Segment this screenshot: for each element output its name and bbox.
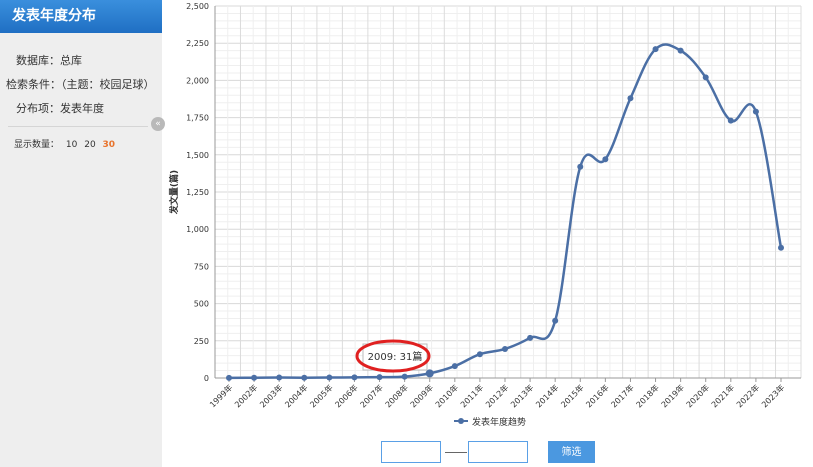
- data-point[interactable]: [502, 345, 508, 352]
- x-tick-label: 2023年: [759, 382, 786, 409]
- x-tick-label: 2014年: [533, 382, 560, 409]
- year-distribution-chart: 0 250 500 750 1,000 1,250 1,500 1,750 2,000 2,250…: [168, 2, 802, 428]
- data-point[interactable]: [351, 374, 358, 381]
- filter-button[interactable]: 筛选: [548, 441, 595, 463]
- y-axis-label: 发文量(篇): [168, 170, 180, 215]
- data-point[interactable]: [702, 74, 709, 81]
- y-tick-label: 1,750: [186, 114, 209, 123]
- from-year-input[interactable]: [381, 441, 441, 463]
- data-point[interactable]: [552, 317, 559, 324]
- x-tick-label: 2009年: [408, 382, 435, 409]
- tooltip-box: [362, 343, 428, 371]
- y-tick-label: 250: [194, 337, 209, 346]
- data-point[interactable]: [401, 373, 408, 380]
- x-axis: 1999年2002年2003年2004年2005年2006年2007年2008年…: [207, 378, 786, 409]
- legend-label: 发表年度趋势: [472, 416, 526, 428]
- sidebar-title: 发表年度分布: [0, 0, 162, 33]
- series-trend: [226, 43, 784, 381]
- x-tick-label: 2002年: [232, 382, 259, 409]
- data-point[interactable]: [226, 374, 232, 381]
- data-point[interactable]: [627, 95, 634, 102]
- display-count: 显示数量： 10 20 30: [14, 137, 115, 150]
- data-point[interactable]: [778, 244, 784, 251]
- x-tick-label: 2008年: [383, 382, 410, 409]
- data-point[interactable]: [677, 47, 684, 54]
- chart-grid: [214, 5, 802, 379]
- series-line: [228, 43, 783, 380]
- sidebar: 发表年度分布 数据库：总库 检索条件：（主题：校园足球） 分布项：发表年度 显示…: [0, 0, 162, 467]
- x-tick-label: 2005年: [308, 382, 335, 409]
- data-point[interactable]: [527, 334, 534, 341]
- data-point[interactable]: [752, 108, 759, 115]
- x-tick-label: 2018年: [634, 382, 661, 409]
- count-option-10[interactable]: 10: [65, 140, 78, 150]
- x-tick-label: 2021年: [709, 382, 736, 409]
- data-point[interactable]: [577, 163, 584, 170]
- data-point[interactable]: [451, 363, 458, 370]
- search-condition-label: 检索条件：（主题：校园足球）: [6, 78, 155, 91]
- x-tick-label: 2015年: [559, 382, 586, 409]
- y-tick-label: 500: [194, 300, 209, 309]
- x-tick-label: 2007年: [358, 382, 385, 409]
- x-tick-label: 1999年: [207, 382, 234, 409]
- data-point[interactable]: [276, 374, 283, 381]
- y-tick-label: 0: [204, 374, 209, 383]
- data-point[interactable]: [727, 117, 734, 124]
- x-tick-label: 2004年: [283, 382, 310, 409]
- y-tick-label: 2,500: [186, 2, 209, 11]
- y-tick-label: 2,250: [186, 39, 209, 48]
- data-point[interactable]: [251, 374, 258, 381]
- x-tick-label: 2006年: [333, 382, 360, 409]
- collapse-sidebar-icon[interactable]: «: [151, 117, 165, 131]
- y-tick-label: 1,250: [186, 188, 209, 197]
- count-option-20[interactable]: 20: [84, 140, 96, 150]
- x-tick-label: 2017年: [609, 382, 636, 409]
- data-point[interactable]: [602, 156, 609, 163]
- to-year-input[interactable]: [468, 441, 528, 463]
- data-point[interactable]: [476, 351, 483, 358]
- data-point[interactable]: [425, 369, 434, 378]
- x-tick-label: 2013年: [508, 382, 535, 409]
- x-tick-label: 2011年: [458, 382, 485, 409]
- x-tick-label: 2012年: [483, 382, 510, 409]
- count-option-30[interactable]: 30: [102, 140, 116, 150]
- tooltip: 2009: 31篇: [355, 339, 431, 373]
- y-tick-label: 750: [194, 262, 209, 271]
- x-tick-label: 2022年: [734, 382, 761, 409]
- distribution-label: 分布项：发表年度: [16, 102, 104, 115]
- x-tick-label: 2010年: [433, 382, 460, 409]
- data-point[interactable]: [652, 46, 659, 53]
- database-label: 数据库：总库: [16, 54, 82, 67]
- divider: [8, 126, 148, 127]
- data-point[interactable]: [301, 374, 308, 381]
- data-point[interactable]: [326, 374, 333, 381]
- x-tick-label: 2020年: [684, 382, 711, 409]
- x-tick-label: 2003年: [257, 382, 284, 409]
- tooltip-text: 2009: 31篇: [368, 350, 423, 363]
- x-tick-label: 2016年: [584, 382, 611, 409]
- x-tick-label: 2019年: [659, 382, 686, 409]
- legend-marker: [458, 418, 464, 424]
- highlight-circle: [355, 339, 431, 373]
- y-tick-label: 1,000: [186, 225, 209, 234]
- filter-dash: [445, 452, 467, 453]
- legend: 发表年度趋势: [454, 416, 526, 428]
- y-axis: 0 250 500 750 1,000 1,250 1,500 1,750 2,000 2,250…: [186, 2, 209, 383]
- y-tick-label: 1,500: [186, 151, 209, 160]
- data-point[interactable]: [376, 374, 383, 381]
- display-count-label: 显示数量：: [14, 140, 60, 150]
- y-tick-label: 2,000: [186, 76, 209, 85]
